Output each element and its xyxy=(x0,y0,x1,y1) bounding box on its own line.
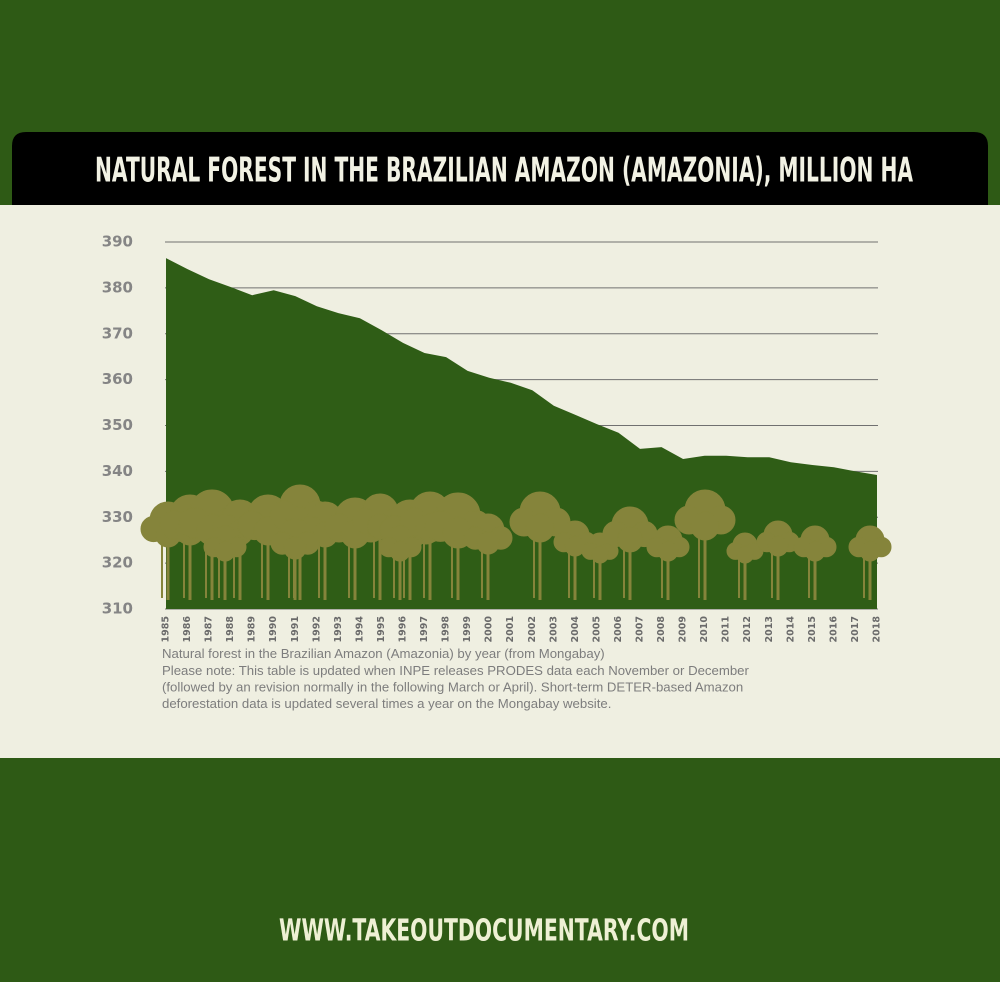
x-tick-label: 2014 xyxy=(785,616,796,643)
y-tick-label: 320 xyxy=(102,554,133,572)
x-tick-label: 1998 xyxy=(441,616,452,643)
tree-crown xyxy=(283,536,307,560)
tree-crown xyxy=(859,540,881,562)
note-line: deforestation data is updated several ti… xyxy=(162,696,611,711)
chart-title: NATURAL FOREST IN THE BRAZILIAN AMAZON (… xyxy=(95,151,913,191)
x-tick-label: 2013 xyxy=(764,616,775,642)
plot-area: 310 320 330 340 350 360 370 380 390 1985 1986 1987 1… xyxy=(102,233,892,643)
x-tick-label: 2009 xyxy=(678,616,689,642)
tree-crown xyxy=(476,531,500,555)
tree-crown xyxy=(804,540,826,562)
x-tick-label: 2010 xyxy=(699,616,710,643)
y-tick-label: 350 xyxy=(102,416,133,434)
x-tick-label: 2001 xyxy=(505,616,516,642)
x-tick-label: 1986 xyxy=(182,616,193,643)
title-bar xyxy=(12,132,988,205)
x-tick-label: 1987 xyxy=(204,616,215,642)
x-tick-label: 2008 xyxy=(656,616,667,643)
x-tick-label: 2003 xyxy=(548,616,559,642)
x-tick-label: 2006 xyxy=(613,616,624,643)
x-tick-label: 2004 xyxy=(570,616,581,643)
y-tick-label: 360 xyxy=(102,370,133,388)
note: Please note: This table is updated when … xyxy=(162,663,750,711)
y-tick-label: 310 xyxy=(102,600,133,618)
x-tick-label: 2015 xyxy=(807,616,818,642)
note-line: (followed by an revision normally in the… xyxy=(162,680,743,695)
x-tick-label: 1988 xyxy=(225,616,236,643)
x-tick-label: 1990 xyxy=(268,616,279,643)
note-line: Please note: This table is updated when … xyxy=(162,663,750,678)
y-tick-label: 370 xyxy=(102,324,133,342)
tree-crown xyxy=(657,540,679,562)
tree-crown xyxy=(616,526,644,553)
x-tick-label: 1996 xyxy=(398,616,409,643)
y-tick-label: 380 xyxy=(102,278,133,296)
x-tick-label: 2000 xyxy=(484,616,495,643)
y-tick-label: 340 xyxy=(102,462,133,480)
tree-crown xyxy=(736,545,754,564)
x-tick-label: 1999 xyxy=(462,616,473,642)
x-tick-label: 2011 xyxy=(721,616,732,642)
x-tick-label: 2005 xyxy=(591,616,602,642)
x-tick-label: 2002 xyxy=(527,616,538,642)
tree-crown xyxy=(690,511,720,541)
footer-url: WWW.TAKEOUTDOCUMENTARY.COM xyxy=(279,914,689,949)
tree-crown xyxy=(525,513,555,543)
x-tick-label: 1995 xyxy=(376,616,387,642)
y-tick-label: 330 xyxy=(102,508,133,526)
x-tick-label: 1994 xyxy=(354,616,365,643)
x-tick-label: 2018 xyxy=(872,616,883,643)
x-tick-label: 1989 xyxy=(247,616,258,642)
tree-crown xyxy=(767,535,789,557)
x-tick-label: 2016 xyxy=(828,616,839,643)
x-tick-label: 2012 xyxy=(742,616,753,642)
tree-crown xyxy=(214,540,236,562)
x-tick-label: 1985 xyxy=(161,616,172,642)
y-tick-label: 390 xyxy=(102,233,133,251)
x-tick-label: 1991 xyxy=(290,616,301,642)
tree-crown xyxy=(591,545,609,564)
tree-crown xyxy=(389,540,411,562)
x-tick-label: 1993 xyxy=(333,616,344,642)
x-tick-label: 1992 xyxy=(311,616,322,642)
x-tick-label: 2017 xyxy=(850,616,861,642)
x-tick-label: 1997 xyxy=(419,616,430,642)
x-tick-label: 2007 xyxy=(635,616,646,642)
tree-decoration xyxy=(140,484,892,600)
caption: Natural forest in the Brazilian Amazon (… xyxy=(162,646,605,661)
